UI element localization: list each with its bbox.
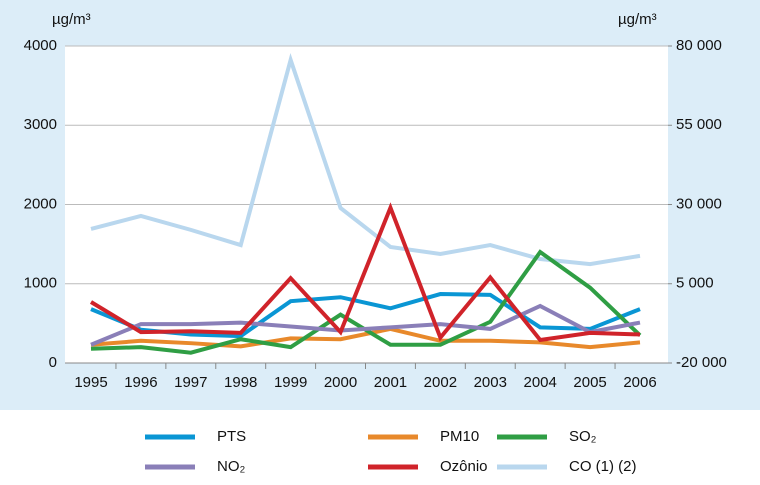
y-tick-label: 2000 [24, 195, 57, 212]
x-tick-label: 2001 [374, 374, 407, 391]
legend-label: PTS [217, 428, 246, 445]
x-tick-label: 1996 [124, 374, 157, 391]
legend-label: NO₂ [217, 458, 246, 475]
x-tick-label: 2002 [424, 374, 457, 391]
x-tick-label: 1995 [74, 374, 107, 391]
series-line [90, 303, 641, 347]
x-tick-label: 1999 [274, 374, 307, 391]
y-tick-label: 1000 [24, 275, 57, 292]
legend-label: CO (1) (2) [569, 458, 637, 475]
y2-tick-label: 55 000 [676, 116, 722, 133]
y-tick-label: 4000 [24, 37, 57, 54]
x-tick-label: 2000 [324, 374, 357, 391]
y2-tick-label: -20 000 [676, 354, 727, 371]
series-line [90, 326, 641, 350]
y-unit: µg/m³ [52, 11, 91, 28]
y2-tick-label: 80 000 [676, 37, 722, 54]
x-tick-label: 2005 [573, 374, 606, 391]
y2-unit: µg/m³ [618, 11, 657, 28]
series-line [90, 292, 641, 339]
x-tick-label: 2004 [523, 374, 556, 391]
x-tick-label: 2006 [623, 374, 656, 391]
y-tick-label: 0 [49, 354, 57, 371]
y2-tick-label: 5 000 [676, 275, 714, 292]
legend-label: Ozônio [440, 458, 488, 475]
y-tick-label: 3000 [24, 116, 57, 133]
series-line [89, 202, 641, 343]
x-tick-label: 2003 [474, 374, 507, 391]
legend-label: PM10 [440, 428, 479, 445]
x-tick-label: 1997 [174, 374, 207, 391]
legend-label: SO₂ [569, 428, 597, 445]
x-tick-label: 1998 [224, 374, 257, 391]
y2-tick-label: 30 000 [676, 195, 722, 212]
